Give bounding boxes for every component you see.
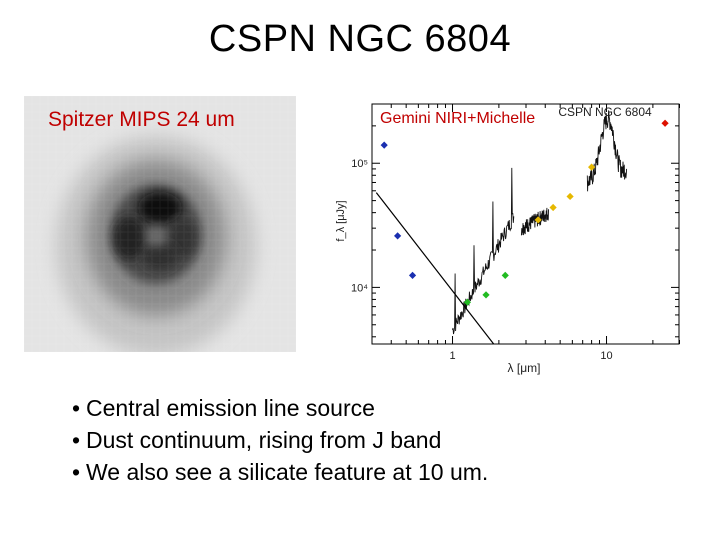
- bullet-item: • Central emission line source: [72, 392, 488, 424]
- y-tick-label: 10⁵: [351, 158, 368, 170]
- photometry-point: [501, 271, 509, 279]
- photometry-point: [587, 163, 596, 171]
- bullet-dot-icon: •: [72, 427, 81, 453]
- stellar-tail-line: [375, 192, 495, 345]
- x-tick-label: 1: [449, 350, 455, 362]
- bullet-text: Central emission line source: [86, 395, 375, 421]
- photometry-point: [534, 216, 542, 224]
- photometry-point: [380, 141, 388, 149]
- spectrum-line: [520, 207, 549, 236]
- sed-chart: 1 10 10⁴ 10⁵ CSPN NGC 6804 λ [μm] f_λ [μJy]: [318, 96, 680, 384]
- slide-title: CSPN NGC 6804: [208, 18, 512, 60]
- bullet-text: We also see a silicate feature at 10 um.: [86, 459, 489, 485]
- photometry-point: [463, 298, 472, 306]
- chart-title: CSPN NGC 6804: [558, 105, 652, 119]
- bullet-item: • We also see a silicate feature at 10 um…: [72, 456, 488, 488]
- bullet-item: • Dust continuum, rising from J band: [72, 424, 488, 456]
- y-tick-label: 10⁴: [351, 282, 368, 294]
- photometry-point: [408, 271, 417, 279]
- spectrum-line: [586, 110, 628, 192]
- mips-24um-image: [24, 96, 296, 352]
- photometry-point: [549, 203, 557, 212]
- spectrum-line: [452, 167, 515, 335]
- bullet-dot-icon: •: [72, 395, 81, 421]
- mips-label: Spitzer MIPS 24 um: [48, 108, 235, 131]
- x-tick-label: 10: [600, 350, 612, 362]
- gemini-label: Gemini NIRI+Michelle: [380, 110, 536, 127]
- x-axis-label: λ [μm]: [508, 361, 541, 375]
- bullet-list: • Central emission line source • Dust cont…: [72, 392, 488, 488]
- bullet-dot-icon: •: [72, 459, 81, 485]
- bullet-text: Dust continuum, rising from J band: [86, 427, 442, 453]
- photometry-point: [661, 119, 669, 127]
- y-axis-label: f_λ [μJy]: [335, 200, 347, 241]
